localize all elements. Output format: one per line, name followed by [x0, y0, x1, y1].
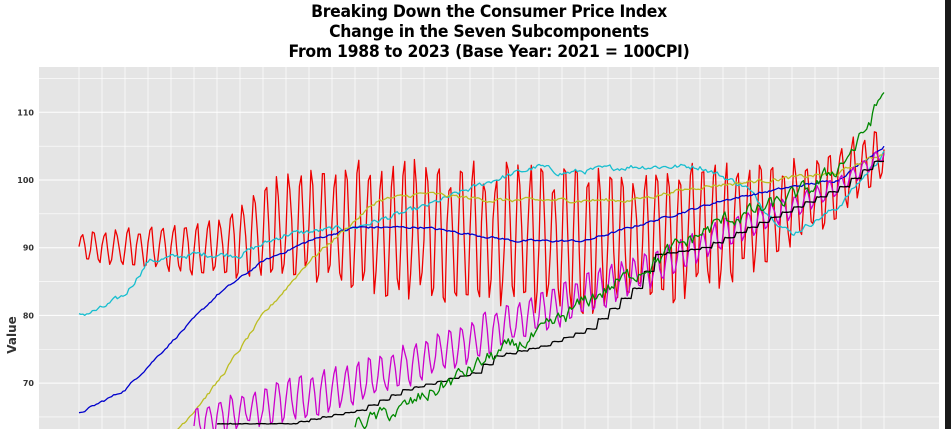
y-axis-ticks: 70 80 90 100 110: [17, 108, 34, 388]
chart-title-line-2: Change in the Seven Subcomponents: [329, 22, 649, 42]
series-line-olive: [177, 153, 885, 429]
y-tick-label: 80: [23, 311, 35, 320]
window-edge: [945, 0, 951, 429]
y-tick-label: 100: [17, 176, 34, 185]
series-lines: [78, 92, 885, 429]
y-tick-label: 70: [23, 379, 35, 388]
chart-title: Breaking Down the Consumer Price Index C…: [75, 2, 903, 62]
y-tick-label: 90: [23, 244, 35, 253]
chart-title-line-3: From 1988 to 2023 (Base Year: 2021 = 100…: [288, 42, 690, 62]
y-tick-label: 110: [17, 108, 34, 117]
series-line-red: [78, 131, 885, 315]
series-line-cyan: [78, 150, 885, 316]
chart-title-line-1: Breaking Down the Consumer Price Index: [311, 2, 667, 22]
series-line-blue: [78, 145, 885, 414]
series-line-magenta: [193, 150, 885, 429]
series-line-green: [354, 92, 885, 429]
y-axis-label: Value: [5, 316, 19, 354]
series-line-black: [216, 160, 885, 425]
